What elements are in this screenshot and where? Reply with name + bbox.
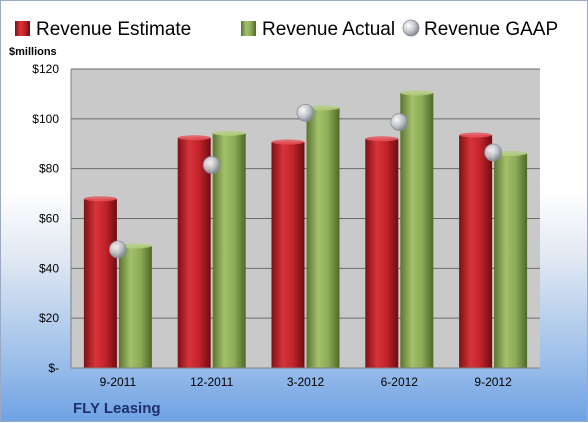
- bar-top-highlight: [118, 243, 152, 249]
- bar-revenue-actual: [494, 153, 528, 368]
- marker-revenue-gaap: [202, 156, 221, 174]
- bar-revenue-actual: [118, 245, 152, 368]
- bar-top-highlight: [365, 136, 399, 142]
- x-tick-label: 9-2012: [474, 375, 512, 389]
- legend-swatch: [402, 19, 420, 37]
- legend-swatch: [241, 21, 256, 36]
- bar-revenue-actual: [212, 133, 246, 368]
- x-tick-label: 9-2011: [100, 375, 137, 389]
- bar-top-highlight: [212, 130, 246, 136]
- x-tick-label: 3-2012: [287, 375, 325, 389]
- y-tick-label: $60: [39, 212, 59, 226]
- marker-revenue-gaap: [296, 103, 315, 122]
- legend-entry: Revenue Estimate: [36, 19, 191, 40]
- company-name: FLY Leasing: [73, 400, 161, 417]
- bar-top-highlight: [306, 105, 340, 111]
- legend-swatch: [15, 21, 30, 36]
- x-tick-label: 12-2011: [190, 375, 233, 389]
- bar-top-highlight: [400, 90, 434, 96]
- bar-top-highlight: [459, 132, 493, 138]
- y-tick-label: $20: [39, 311, 59, 325]
- y-axis-unit-label: $millions: [9, 46, 57, 58]
- y-tick-label: $40: [39, 261, 59, 275]
- bar-revenue-actual: [306, 107, 340, 369]
- bar-revenue-estimate: [83, 198, 117, 368]
- y-tick-label: $100: [32, 112, 59, 126]
- marker-revenue-gaap: [484, 143, 503, 162]
- x-tick-label: 6-2012: [381, 375, 419, 389]
- bar-top-highlight: [83, 196, 117, 202]
- marker-revenue-gaap: [390, 113, 409, 131]
- bar-revenue-estimate: [365, 138, 399, 368]
- bar-revenue-estimate: [271, 142, 305, 368]
- bar-revenue-actual: [400, 92, 434, 369]
- bar-revenue-estimate: [459, 135, 493, 368]
- marker-revenue-gaap: [109, 240, 127, 259]
- legend-entry: Revenue GAAP: [424, 19, 558, 40]
- y-tick-label: $80: [39, 162, 59, 176]
- bar-top-highlight: [177, 135, 211, 141]
- y-tick-label: $120: [32, 62, 59, 76]
- legend-entry: Revenue Actual: [262, 19, 395, 40]
- bar-top-highlight: [494, 150, 528, 156]
- y-tick-label: $-: [48, 361, 59, 375]
- bar-top-highlight: [271, 139, 305, 145]
- bar-revenue-estimate: [177, 137, 211, 368]
